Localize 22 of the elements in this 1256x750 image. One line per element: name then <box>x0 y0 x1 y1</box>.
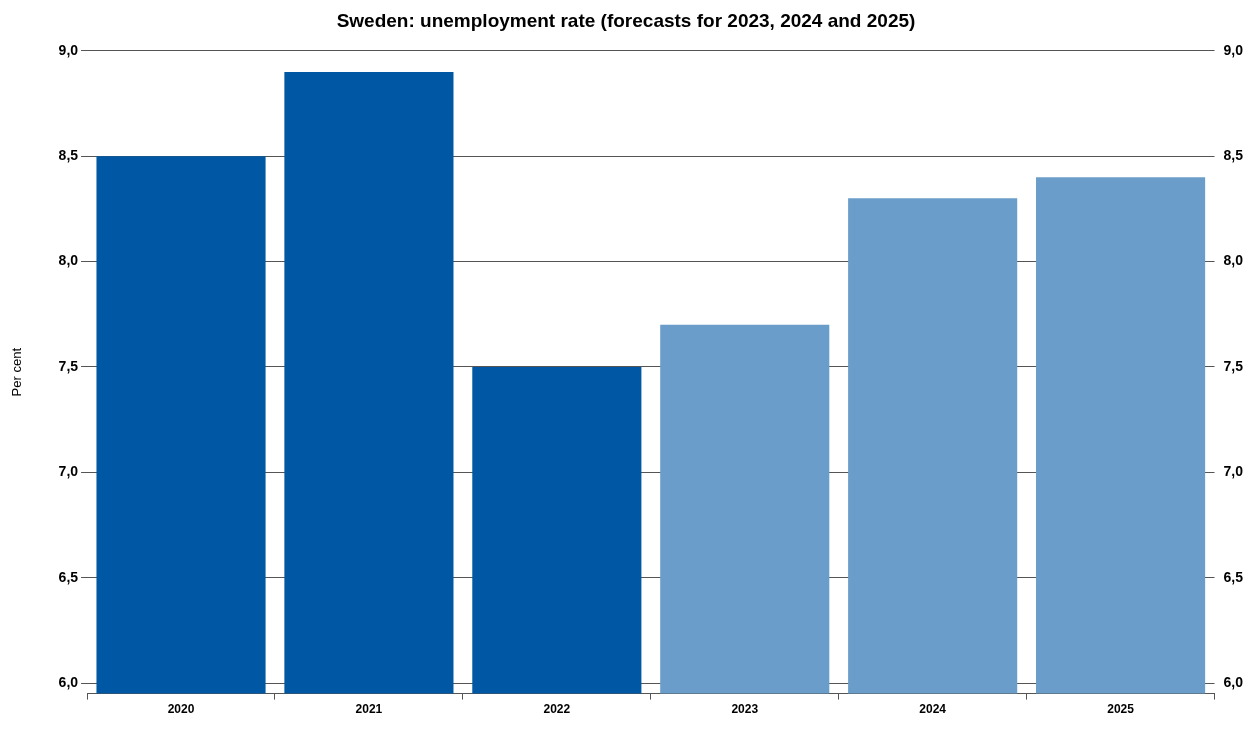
x-tick-label: 2020 <box>167 702 195 717</box>
y2-tick-label: 8,0 <box>1223 252 1244 269</box>
y2-tick-label: 7,5 <box>1223 357 1244 374</box>
y-tick-label: 7,0 <box>58 463 79 480</box>
y2-tick-label: 9,0 <box>1223 41 1244 58</box>
y-tick-label: 8,0 <box>58 252 79 269</box>
y2-tick-label: 8,5 <box>1223 147 1244 164</box>
y-tick-label: 6,5 <box>58 568 79 585</box>
y2-tick-label: 6,5 <box>1223 568 1244 585</box>
y-tick-label: 8,5 <box>58 147 79 164</box>
x-tick-label: 2023 <box>731 702 759 717</box>
x-tick-label: 2021 <box>355 702 383 717</box>
y-tick-label: 7,5 <box>58 357 79 374</box>
y-axis-title: Per cent <box>9 347 25 397</box>
chart-title: Sweden: unemployment rate (forecasts for 2023, 2024 and 2025) <box>336 9 916 31</box>
x-tick-label: 2022 <box>543 702 571 717</box>
x-tick-label: 2025 <box>1107 702 1135 717</box>
y2-tick-label: 6,0 <box>1223 673 1244 690</box>
x-tick-label: 2024 <box>919 702 947 717</box>
y-tick-label: 9,0 <box>58 41 79 58</box>
y2-tick-label: 7,0 <box>1223 463 1244 480</box>
y-tick-label: 6,0 <box>58 673 79 690</box>
